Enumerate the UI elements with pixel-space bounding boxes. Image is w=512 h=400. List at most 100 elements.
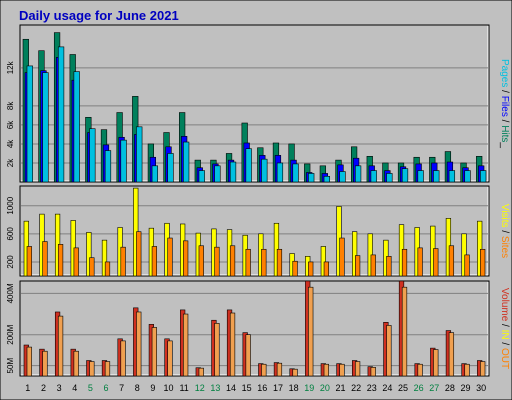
x-tick-label: 11 (179, 383, 188, 393)
chart-title: Daily usage for June 2021 (19, 8, 179, 23)
y-tick-label: 6k (6, 120, 15, 129)
x-tick-label: 20 (320, 383, 330, 393)
y-axis-label: Volume / IN / OUT (499, 288, 510, 369)
y-axis-label-part: Files (499, 96, 510, 117)
pages-bar (386, 173, 393, 183)
pages-bar (401, 168, 409, 183)
sites-bar (339, 237, 345, 277)
sites-bar (386, 256, 392, 277)
y-tick-label: 1000 (6, 196, 15, 214)
x-tick-label: 1 (25, 383, 30, 393)
sites-bar (73, 247, 79, 277)
in-bar (292, 368, 298, 377)
pages-bar (480, 170, 487, 183)
y-tick-label: 12k (6, 60, 15, 74)
pages-bar (89, 128, 96, 183)
sites-bar (26, 246, 32, 277)
in-bar (261, 363, 267, 377)
in-bar (370, 367, 376, 377)
visits-bar (351, 231, 358, 277)
x-tick-label: 5 (88, 383, 93, 393)
x-tick-label: 7 (119, 383, 124, 393)
in-bar (26, 346, 32, 377)
x-tick-label: 13 (210, 383, 220, 393)
x-tick-label: 19 (304, 383, 314, 393)
y-axis-label-part: OUT (499, 348, 510, 369)
in-bar (198, 367, 204, 377)
pages-bar (198, 170, 205, 183)
pages-bar (214, 165, 221, 183)
sites-bar (433, 248, 439, 277)
y-axis-label: Pages / Files / Hits_ (499, 59, 510, 148)
sites-bar (480, 248, 486, 277)
sites-bar (464, 254, 470, 277)
y-axis-label-part: / (499, 87, 510, 95)
pages-bar (42, 72, 49, 183)
sites-bar (401, 248, 408, 277)
pages-bar (104, 150, 112, 183)
in-bar (104, 361, 111, 377)
x-tick-label: 2 (41, 383, 46, 393)
sites-bar (245, 248, 251, 277)
x-tick-label: 28 (445, 383, 455, 393)
in-bar (120, 340, 126, 377)
in-bar (480, 361, 486, 377)
in-bar (214, 323, 220, 377)
y-tick-label: 50M (6, 358, 15, 374)
x-tick-label: 4 (72, 383, 77, 393)
sites-bar (120, 246, 126, 277)
in-bar (323, 363, 329, 377)
in-bar (417, 363, 423, 377)
visits-bar (320, 246, 326, 277)
pages-bar (370, 170, 377, 183)
in-bar (183, 313, 189, 377)
pages-bar (26, 65, 33, 183)
x-tick-label: 27 (429, 383, 439, 393)
x-tick-label: 9 (150, 383, 155, 393)
pages-bar (292, 163, 299, 183)
sites-bar (448, 245, 455, 277)
y-tick-label: 400M (6, 283, 15, 303)
in-bar (339, 363, 345, 377)
x-tick-label: 12 (195, 383, 205, 393)
pages-bar (308, 173, 315, 183)
in-bar (151, 327, 157, 377)
sites-bar (151, 246, 157, 277)
sites-bar (42, 241, 48, 277)
x-tick-label: 6 (103, 383, 108, 393)
sites-bar (354, 255, 361, 277)
x-tick-label: 29 (461, 383, 471, 393)
y-axis-label: Visits / Sites (499, 204, 510, 258)
y-tick-label: 4k (6, 139, 15, 148)
sites-bar (417, 247, 423, 277)
sites-bar (57, 244, 64, 277)
pages-bar (417, 170, 424, 183)
y-axis-label-part: / (499, 340, 510, 348)
x-tick-label: 8 (135, 383, 140, 393)
y-tick-label: 8k (6, 101, 15, 110)
pages-bar (120, 139, 127, 183)
pages-bar (276, 162, 284, 183)
sites-bar (292, 260, 298, 277)
sites-bar (276, 248, 283, 277)
in-bar (464, 363, 470, 377)
y-tick-label: 600 (6, 227, 15, 241)
x-tick-label: 21 (335, 383, 345, 393)
pages-bar (73, 71, 80, 183)
x-tick-label: 26 (414, 383, 424, 393)
x-tick-label: 16 (257, 383, 267, 393)
pages-bar (136, 126, 143, 183)
sites-bar (261, 248, 267, 277)
in-bar (308, 286, 314, 377)
visits-bar (86, 232, 92, 277)
sites-bar (198, 245, 204, 277)
pages-bar (323, 175, 330, 183)
plot-area-3 (19, 280, 490, 377)
y-axis-label-part: _ (499, 141, 510, 148)
pages-bar (261, 158, 268, 183)
y-axis-label-part: Pages (499, 59, 510, 87)
y-tick-label: 200 (6, 255, 15, 269)
sites-bar (89, 257, 95, 277)
sites-bar (370, 254, 376, 277)
